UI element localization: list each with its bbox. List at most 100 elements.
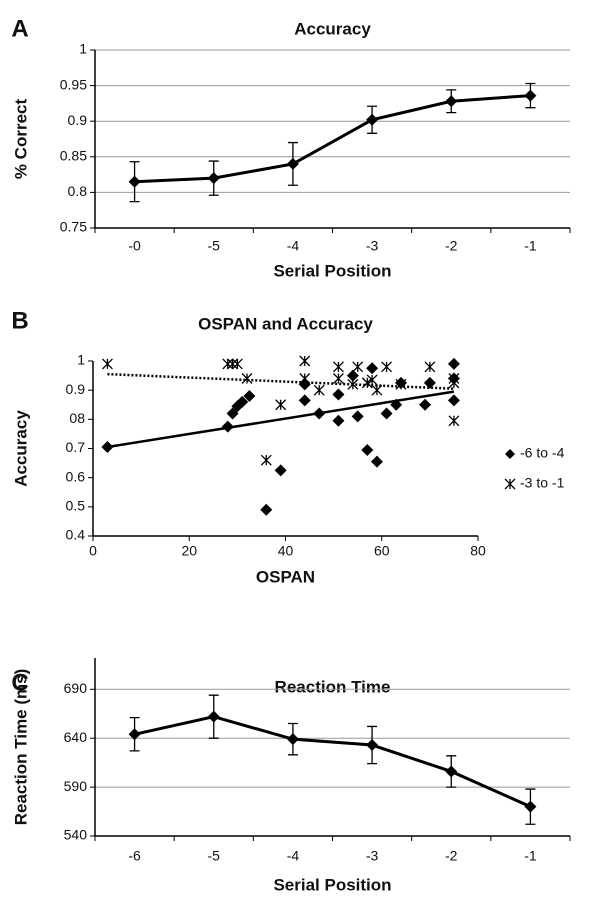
panel-label: A [11,15,28,42]
data-point [332,388,345,401]
x-axis-label: Serial Position [273,261,391,280]
data-point [275,399,287,411]
y-tick-label: 0.75 [60,219,87,235]
data-point [447,394,460,407]
data-point [366,113,379,126]
data-point [447,357,460,370]
data-point [207,172,220,185]
data-point [260,454,272,466]
data-point [371,384,383,396]
data-point [101,358,113,370]
data-point [221,420,234,433]
data-line [134,715,532,809]
data-point [370,455,383,468]
data-point [286,733,299,746]
y-tick-label: 0.95 [60,76,87,92]
x-tick-label: 20 [181,543,197,559]
x-tick-label: -2 [445,848,458,864]
data-point [313,384,325,396]
legend-marker [505,449,515,459]
data-point [352,361,364,373]
y-tick-label: 08 [69,410,85,426]
legend-label: -6 to -4 [520,445,565,461]
y-tick-label: 590 [64,778,88,794]
data-point [332,373,344,384]
y-tick-label: 0.9 [66,381,86,397]
data-point [274,464,287,477]
data-point [286,157,299,170]
data-point [207,710,220,723]
x-tick-label: -5 [208,238,221,254]
x-axis-label: Serial Position [273,875,391,894]
y-tick-label: 0.7 [66,439,86,455]
data-point [351,410,364,423]
y-tick-label: 0.6 [66,468,86,484]
y-tick-label: 0.85 [60,148,87,164]
x-tick-label: -3 [366,238,379,254]
y-axis-label: % Correct [11,99,30,180]
data-point [236,395,249,408]
x-tick-label: -4 [287,238,300,254]
data-point [524,800,537,813]
y-tick-label: 0.5 [66,498,86,514]
x-tick-label: 40 [278,543,294,559]
data-point [299,355,311,367]
data-point [231,358,243,370]
data-point [524,89,537,102]
x-tick-label: 80 [470,543,486,559]
data-point [128,175,141,188]
data-point [361,377,373,389]
data-point [241,373,253,384]
data-point [227,358,239,370]
chart-title: Reaction Time [275,677,391,696]
x-tick-label: -2 [445,238,458,254]
data-point [347,378,359,390]
y-tick-label: 0.8 [68,183,88,199]
data-point [298,394,311,407]
x-tick-label: -1 [524,848,537,864]
data-point [332,414,345,427]
x-tick-label: -5 [208,848,221,864]
y-tick-label: 0.9 [68,112,88,128]
data-line [134,94,531,184]
trend-line [107,372,454,390]
x-tick-label: -6 [128,848,141,864]
panel-label: C [11,669,28,696]
y-tick-label: 1 [77,352,85,368]
data-point [243,390,256,402]
data-point [128,728,141,741]
x-tick-label: -4 [287,848,300,864]
data-point [419,398,432,411]
data-point [222,358,234,370]
data-point [361,443,374,456]
chart-title: Accuracy [294,19,371,38]
y-axis-label: Accuracy [11,410,30,487]
legend-label: -3 to -1 [520,475,565,491]
data-point [380,407,393,420]
data-point [366,362,379,375]
y-tick-label: 0.4 [66,527,86,543]
data-point [366,739,379,752]
y-axis-label: Reaction Time (ms) [11,669,30,826]
x-tick-label: 60 [374,543,390,559]
data-point [448,415,460,427]
x-tick-label: 0 [89,543,97,559]
panel-label: B [11,307,28,334]
x-tick-label: -1 [524,238,537,254]
data-point [332,361,344,373]
data-point [445,765,458,778]
data-point [423,376,436,389]
data-point [346,369,359,382]
data-point [101,441,114,454]
data-point [299,373,311,384]
data-point [313,407,326,420]
data-point [226,407,239,420]
data-point [390,398,403,411]
data-point [260,503,273,516]
data-point [381,361,393,373]
x-axis-label: OSPAN [256,567,315,586]
y-tick-label: 690 [64,680,88,696]
x-tick-label: -3 [366,848,379,864]
data-point [366,374,378,386]
